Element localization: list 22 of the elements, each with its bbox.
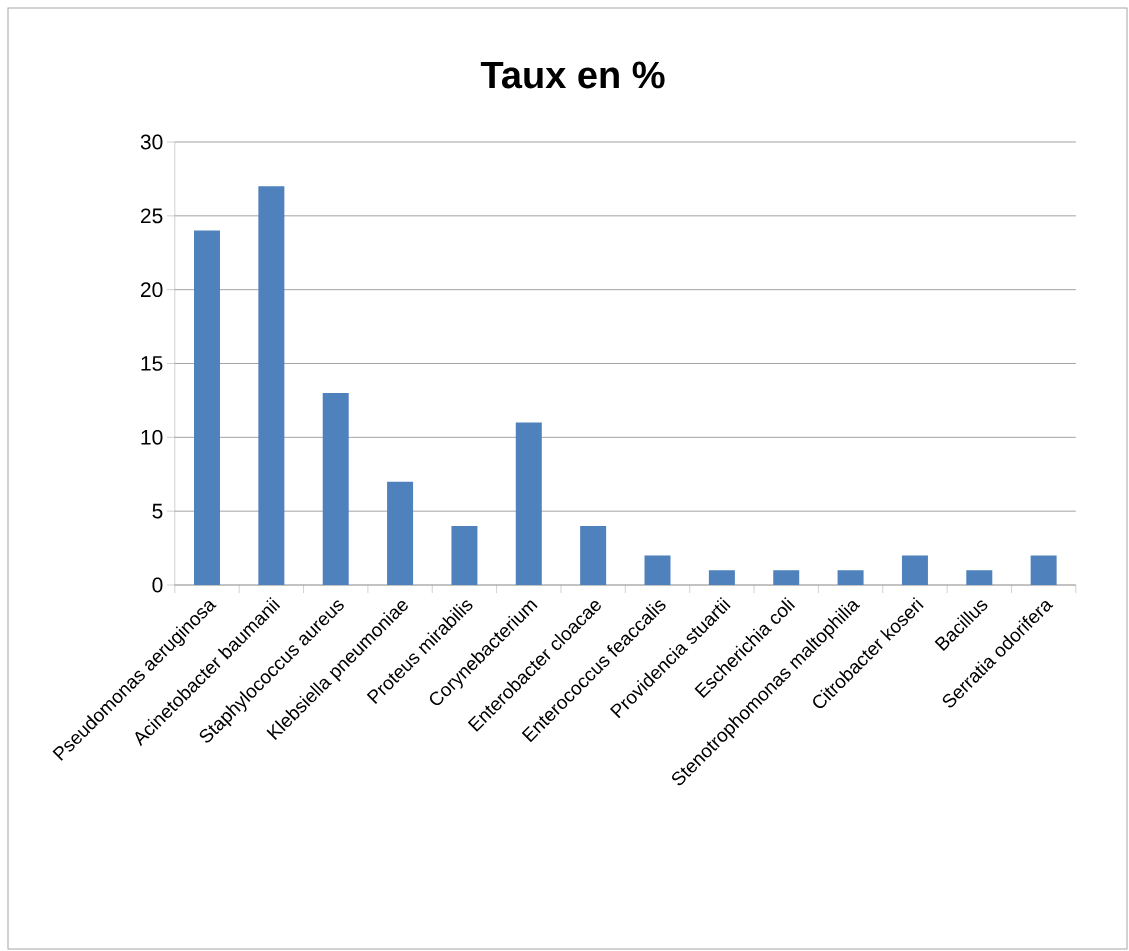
- y-tick-label: 0: [152, 577, 163, 593]
- bar: [322, 393, 349, 585]
- bar: [773, 570, 800, 585]
- bar: [451, 525, 478, 585]
- y-tick-label: 10: [141, 429, 163, 445]
- y-tick-label: 25: [140, 208, 163, 224]
- y-tick-label: 5: [152, 503, 163, 519]
- bar: [580, 525, 607, 585]
- bar: [258, 186, 285, 585]
- bar: [837, 570, 864, 585]
- bar: [966, 570, 993, 585]
- bar: [387, 481, 414, 585]
- bar: [515, 422, 542, 585]
- bar: [194, 230, 220, 585]
- y-tick-label: 20: [140, 282, 163, 298]
- bar: [708, 570, 735, 585]
- bar: [1030, 555, 1057, 585]
- chart-title: Taux en %: [480, 61, 665, 89]
- bar: [644, 555, 671, 585]
- bar: [901, 555, 928, 585]
- y-tick-label: 15: [141, 356, 163, 371]
- y-tick-label: 30: [140, 134, 163, 150]
